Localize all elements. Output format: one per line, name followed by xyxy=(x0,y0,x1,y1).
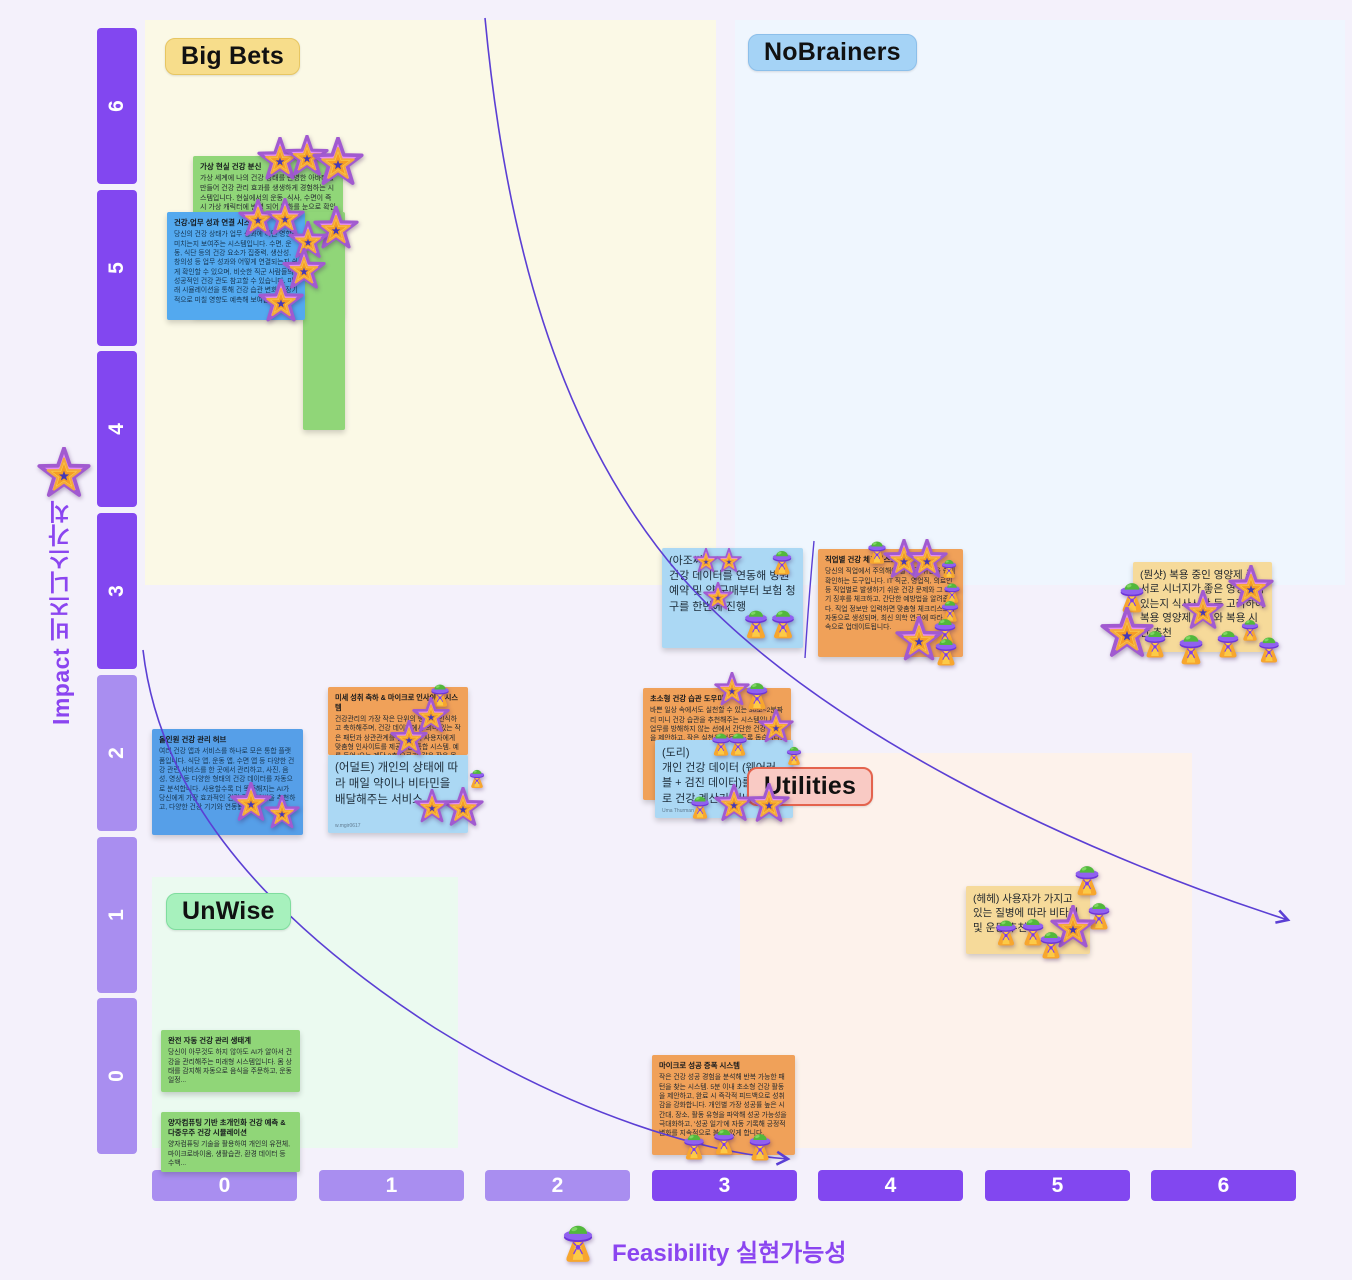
star-sticker-icon[interactable] xyxy=(716,548,742,574)
ufo-sticker-icon[interactable] xyxy=(1136,621,1174,659)
star-sticker-icon[interactable] xyxy=(37,447,91,501)
quadrant-nobrainers-area xyxy=(735,20,1345,585)
ufo-sticker-icon[interactable] xyxy=(706,1120,742,1156)
star-sticker-icon[interactable] xyxy=(312,137,364,189)
star-sticker-icon[interactable] xyxy=(390,720,428,758)
sticky-note-title: 양자컴퓨팅 기반 초개인화 건강 예측 & 다중우주 건강 시뮬레이션 xyxy=(168,1118,286,1138)
sticky-note-author: w.mgir0617 xyxy=(335,823,361,830)
ufo-sticker-icon[interactable] xyxy=(1032,922,1070,960)
y-axis-tick-0: 0 xyxy=(97,998,137,1154)
quadrant-label-big-bets[interactable]: Big Bets xyxy=(165,38,301,75)
sticky-note-body: 당신의 건강 상태가 업무 성과에 어떤 영향을 미치는지 보여주는 시스템입니… xyxy=(174,231,298,304)
sticky-note-body: 양자컴퓨팅 기술을 활용하여 개인의 유전체, 마이크로바이옴, 생활습관, 환… xyxy=(168,1141,290,1168)
star-sticker-icon[interactable] xyxy=(313,206,359,252)
star-sticker-icon[interactable] xyxy=(1228,565,1274,611)
star-sticker-icon[interactable] xyxy=(1050,905,1096,951)
star-sticker-icon[interactable] xyxy=(264,795,300,831)
ufo-sticker-icon[interactable] xyxy=(1251,628,1287,664)
sticky-note-title: 올인원 건강 관리 허브 xyxy=(159,735,227,744)
ufo-sticker-icon[interactable] xyxy=(763,600,803,640)
quadrant-label-unwise[interactable]: UnWise xyxy=(166,893,291,930)
x-axis-tick-2: 2 xyxy=(485,1170,630,1201)
star-sticker-icon[interactable] xyxy=(288,221,328,261)
ufo-sticker-icon[interactable] xyxy=(1066,855,1108,897)
sticky-note-title: 건강-업무 성과 연결 시스템 xyxy=(174,218,258,227)
y-axis-label: Impact 비즈니스가치 xyxy=(48,500,74,726)
x-axis-tick-0: 0 xyxy=(152,1170,297,1201)
sticky-note-title: 완전 자동 건강 관리 생태계 xyxy=(168,1036,252,1045)
ufo-sticker-icon[interactable] xyxy=(464,763,490,789)
ufo-sticker-icon[interactable] xyxy=(738,673,776,711)
ufo-sticker-icon[interactable] xyxy=(1014,909,1052,947)
y-axis-tick-4: 4 xyxy=(97,351,137,507)
x-axis-tick-3: 3 xyxy=(652,1170,797,1201)
sticky-note-title: 마이크로 성공 증폭 시스템 xyxy=(659,1061,740,1070)
sticky-note-body: 당신이 아무것도 하지 않아도 AI가 알아서 건강을 관리해주는 미래형 시스… xyxy=(168,1049,293,1085)
star-sticker-icon[interactable] xyxy=(258,279,304,325)
quadrant-label-nobrainers[interactable]: NoBrainers xyxy=(748,34,917,71)
x-axis-tick-6: 6 xyxy=(1151,1170,1296,1201)
ufo-sticker-icon[interactable] xyxy=(927,629,965,667)
star-sticker-icon[interactable] xyxy=(703,582,733,612)
x-axis-tick-4: 4 xyxy=(818,1170,963,1201)
ufo-sticker-icon[interactable] xyxy=(988,911,1024,947)
ufo-sticker-icon[interactable] xyxy=(765,542,799,576)
ufo-sticker-icon[interactable] xyxy=(781,740,807,766)
star-sticker-icon[interactable] xyxy=(282,248,326,292)
star-sticker-icon[interactable] xyxy=(265,198,305,238)
ufo-sticker-icon[interactable] xyxy=(741,1124,779,1162)
ufo-sticker-icon[interactable] xyxy=(552,1212,604,1264)
ufo-sticker-icon[interactable] xyxy=(722,725,754,757)
y-axis-tick-6: 6 xyxy=(97,28,137,184)
sticky-note-title: 가상 현실 건강 분신 xyxy=(200,162,262,171)
star-sticker-icon[interactable] xyxy=(414,789,450,825)
x-axis-tick-1: 1 xyxy=(319,1170,464,1201)
sticky-note-body: 가상 세계에 나의 건강 상태를 반영한 아바타를 만들어 건강 관리 효과를 … xyxy=(200,175,336,212)
star-sticker-icon[interactable] xyxy=(748,783,790,825)
ufo-sticker-icon[interactable] xyxy=(684,788,716,820)
ufo-sticker-icon[interactable] xyxy=(1170,624,1212,666)
x-axis-tick-5: 5 xyxy=(985,1170,1130,1201)
y-axis-tick-1: 1 xyxy=(97,837,137,993)
y-axis-tick-2: 2 xyxy=(97,675,137,831)
y-axis-tick-3: 3 xyxy=(97,513,137,669)
y-axis-tick-5: 5 xyxy=(97,190,137,346)
x-axis-label: Feasibility 실현가능성 xyxy=(612,1240,847,1267)
